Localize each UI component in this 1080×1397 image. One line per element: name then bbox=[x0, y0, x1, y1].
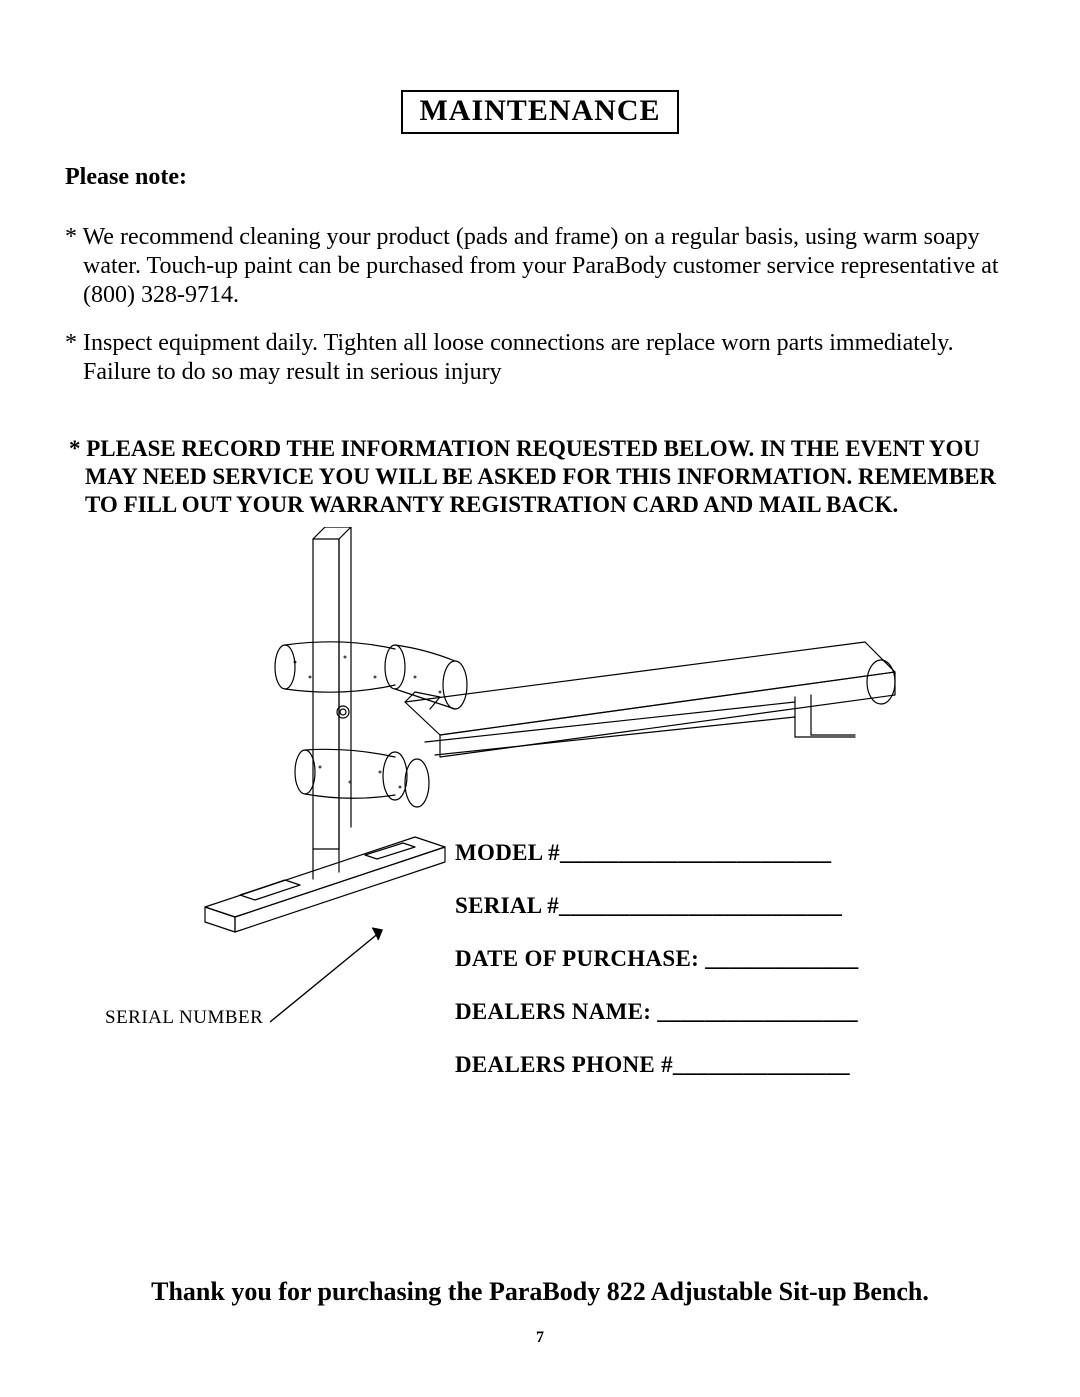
maintenance-note-1: * We recommend cleaning your product (pa… bbox=[65, 223, 1015, 309]
please-note-label: Please note: bbox=[65, 164, 1015, 191]
field-date: DATE OF PURCHASE: _____________ bbox=[455, 933, 859, 986]
page-number: 7 bbox=[0, 1329, 1080, 1347]
page-title: MAINTENANCE bbox=[401, 90, 678, 134]
manual-page: MAINTENANCE Please note: * We recommend … bbox=[0, 0, 1080, 1397]
serial-number-arrow bbox=[260, 922, 420, 1032]
thank-you-line: Thank you for purchasing the ParaBody 82… bbox=[0, 1277, 1080, 1307]
field-dealer-name: DEALERS NAME: _________________ bbox=[455, 986, 859, 1039]
title-wrap: MAINTENANCE bbox=[65, 90, 1015, 134]
record-fields: MODEL #_______________________ SERIAL #_… bbox=[455, 827, 859, 1091]
field-model: MODEL #_______________________ bbox=[455, 827, 859, 880]
field-dealer-phone: DEALERS PHONE #_______________ bbox=[455, 1039, 859, 1092]
diagram-area: SERIAL NUMBER MODEL #___________________… bbox=[65, 527, 1015, 1067]
serial-number-callout: SERIAL NUMBER bbox=[105, 1007, 263, 1029]
maintenance-note-2: * Inspect equipment daily. Tighten all l… bbox=[65, 329, 1015, 387]
field-serial: SERIAL #________________________ bbox=[455, 880, 859, 933]
record-info-instruction: * PLEASE RECORD THE INFORMATION REQUESTE… bbox=[65, 435, 1015, 519]
